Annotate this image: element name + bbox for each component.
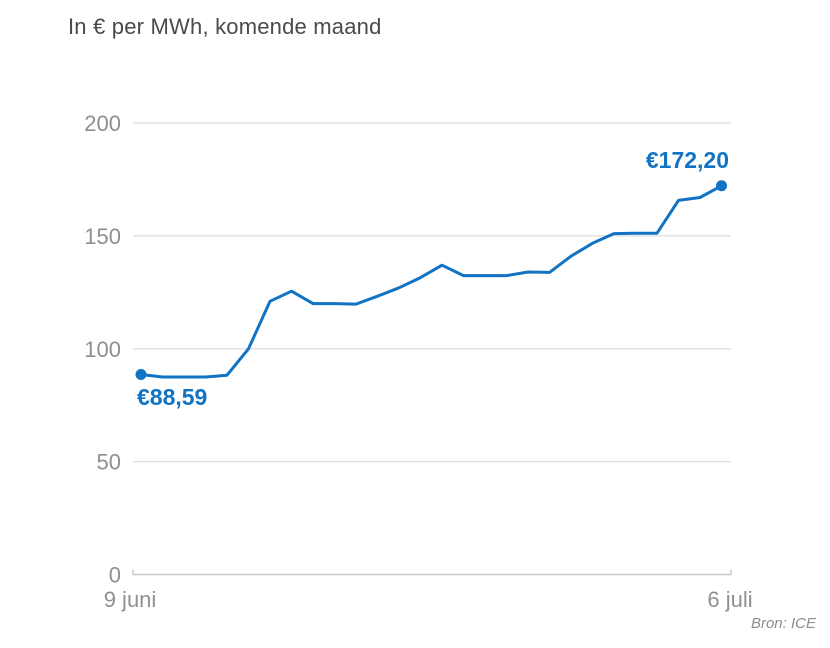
x-axis-label-end: 6 juli xyxy=(707,587,753,612)
x-axis-line xyxy=(132,569,732,576)
y-tick-label: 50 xyxy=(97,450,121,475)
y-tick-label: 150 xyxy=(84,224,121,249)
price-line xyxy=(139,184,723,379)
x-axis-label-start: 9 juni xyxy=(103,587,157,612)
end-point-marker xyxy=(716,180,727,192)
y-tick-label: 0 xyxy=(109,563,121,588)
y-tick-label: 200 xyxy=(84,111,121,136)
start-point-marker xyxy=(135,369,147,381)
start-value-label: €88,59 xyxy=(137,384,208,410)
source-credit: Bron: ICE xyxy=(750,615,816,632)
y-tick-label: 100 xyxy=(84,337,121,362)
end-value-label: €172,20 xyxy=(645,147,729,173)
chart-title: In € per MWh, komende maand xyxy=(68,14,382,39)
